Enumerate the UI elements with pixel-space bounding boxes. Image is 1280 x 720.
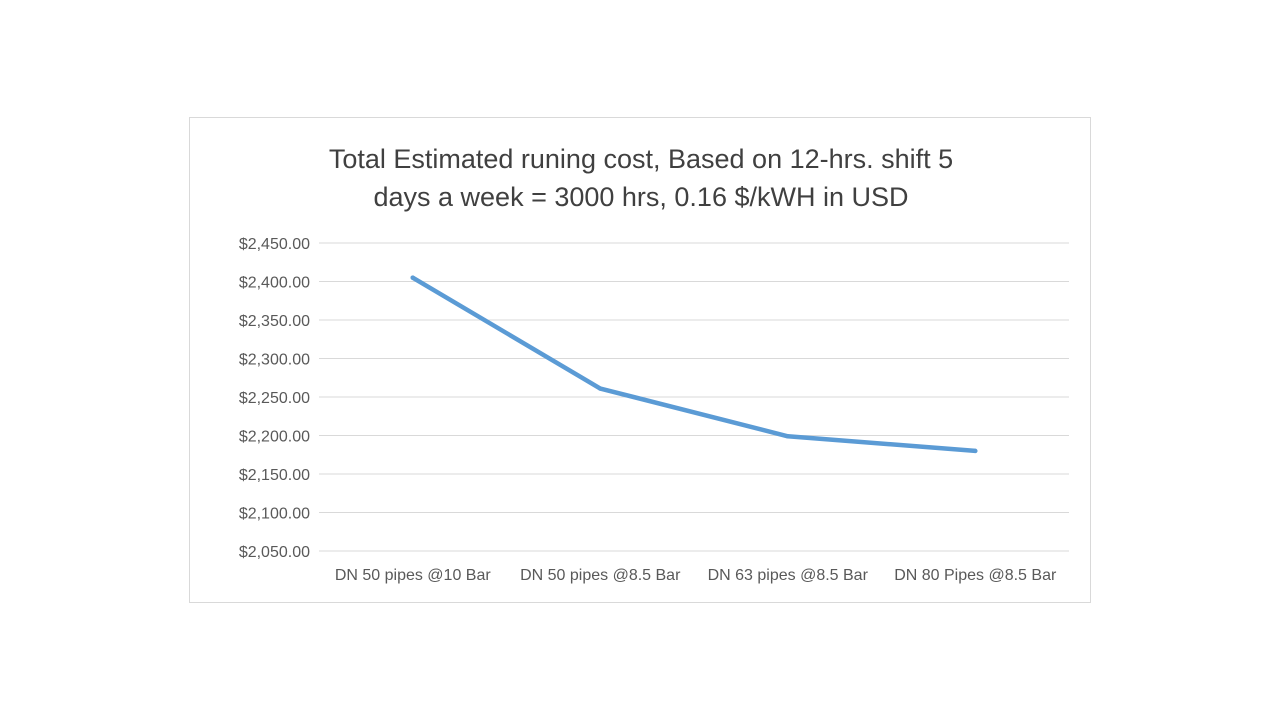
data-point	[410, 275, 415, 280]
series-line	[410, 275, 978, 454]
y-tick-label: $2,100.00	[239, 506, 310, 523]
y-tick-label: $2,050.00	[239, 544, 310, 561]
line-chart: $2,050.00 $2,100.00 $2,150.00 $2,200.00 $2,2…	[239, 236, 1069, 584]
chart-frame: Total Estimated runing cost, Based on 12…	[189, 117, 1091, 603]
x-tick-label: DN 50 pipes @10 Bar	[335, 567, 492, 584]
y-tick-label: $2,250.00	[239, 390, 310, 407]
y-tick-label: $2,300.00	[239, 352, 310, 369]
x-tick-label: DN 50 pipes @8.5 Bar	[520, 567, 681, 584]
y-tick-label: $2,400.00	[239, 275, 310, 292]
y-tick-label: $2,350.00	[239, 313, 310, 330]
x-tick-label: DN 63 pipes @8.5 Bar	[708, 567, 869, 584]
y-tick-label: $2,200.00	[239, 429, 310, 446]
series-lines	[410, 275, 978, 454]
chart-title: Total Estimated runing cost, Based on 12…	[328, 144, 954, 212]
y-axis-tick-labels: $2,050.00 $2,100.00 $2,150.00 $2,200.00 $2,2…	[239, 236, 310, 561]
x-axis-tick-labels: DN 50 pipes @10 Bar DN 50 pipes @8.5 Bar D…	[335, 567, 1057, 584]
data-point	[785, 434, 790, 439]
y-tick-label: $2,450.00	[239, 236, 310, 253]
data-point	[598, 386, 603, 391]
data-point	[973, 448, 978, 454]
x-tick-label: DN 80 Pipes @8.5 Bar	[894, 567, 1057, 584]
y-tick-label: $2,150.00	[239, 467, 310, 484]
gridlines	[319, 242, 1069, 552]
